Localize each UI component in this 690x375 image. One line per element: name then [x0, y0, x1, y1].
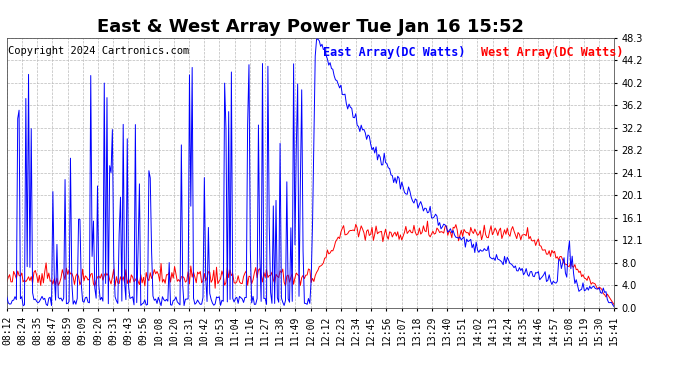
Text: West Array(DC Watts): West Array(DC Watts) [480, 46, 623, 58]
Title: East & West Array Power Tue Jan 16 15:52: East & West Array Power Tue Jan 16 15:52 [97, 18, 524, 36]
Text: East Array(DC Watts): East Array(DC Watts) [323, 46, 465, 58]
Text: Copyright 2024 Cartronics.com: Copyright 2024 Cartronics.com [8, 46, 189, 56]
